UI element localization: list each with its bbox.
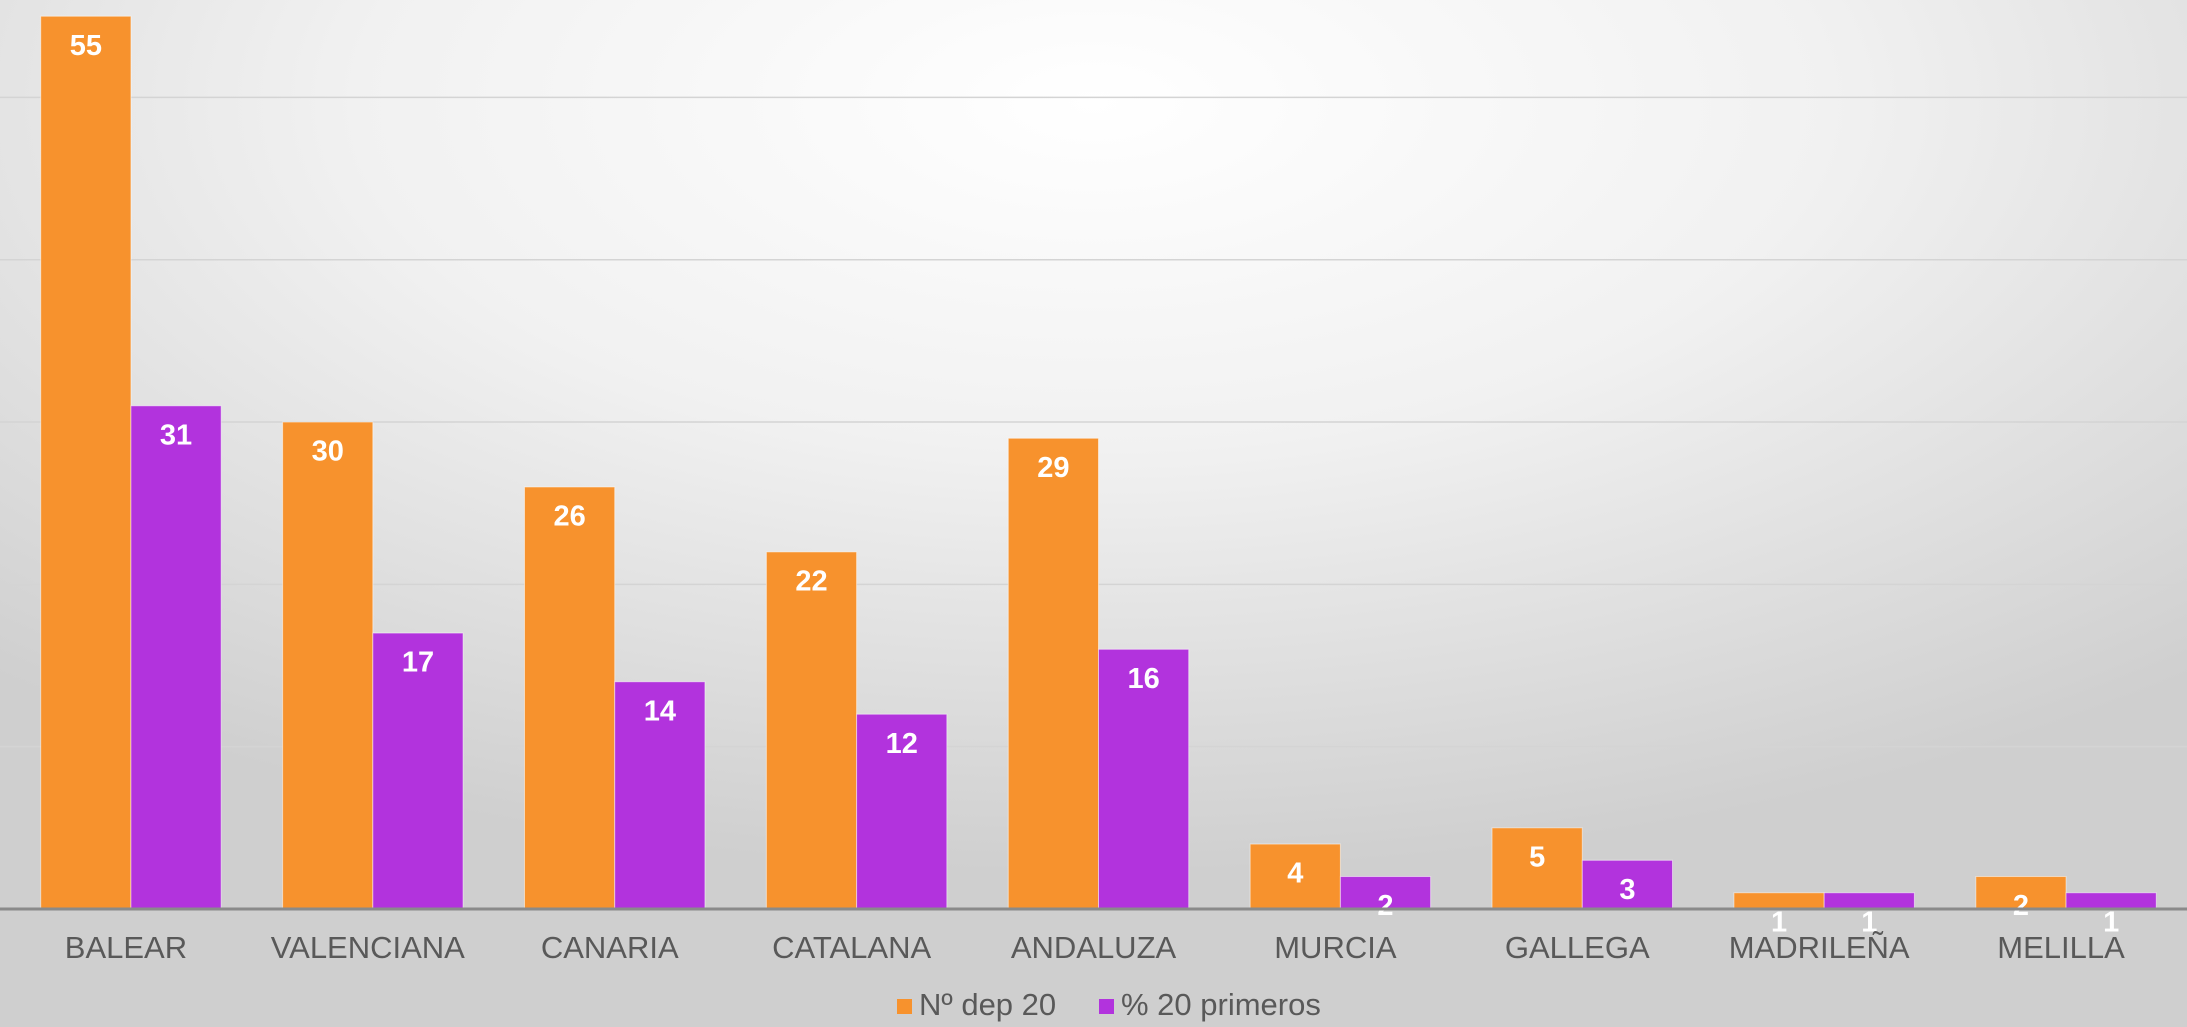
bar [282,421,374,910]
x-tick-label: MELILLA [1997,930,2125,965]
bar [1007,437,1100,910]
x-tick-label: BALEAR [65,930,187,965]
data-label: 12 [886,728,918,760]
data-label: 22 [795,566,827,598]
data-label: 1 [2103,906,2119,938]
bar [372,632,464,910]
data-label: 30 [312,436,344,468]
data-label: 1 [1861,906,1877,938]
data-label: 5 [1529,841,1545,873]
x-tick-label: GALLEGA [1505,930,1650,965]
x-tick-label: MURCIA [1274,930,1397,965]
data-label: 2 [1377,890,1393,922]
x-tick-label: VALENCIANA [271,930,465,965]
x-tick-label: CATALANA [772,930,931,965]
data-label: 26 [553,501,585,533]
data-label: 14 [644,695,676,727]
bar [523,486,616,910]
data-label: 17 [402,647,434,679]
bar [1581,859,1674,910]
legend-label: % 20 primeros [1121,987,1321,1022]
bar [40,15,132,910]
data-label: 4 [1287,858,1303,890]
data-label: 55 [70,30,102,62]
bar [1339,876,1432,910]
x-tick-label: MADRILEÑA [1729,930,1910,965]
legend-swatch [897,999,912,1014]
data-label: 16 [1127,663,1159,695]
bar [1491,827,1583,910]
x-tick-label: CANARIA [541,930,679,965]
data-label: 3 [1619,874,1635,906]
legend-swatch [1099,999,1114,1014]
legend-label: Nº dep 20 [919,987,1056,1022]
data-label: 31 [160,419,192,451]
bar [130,405,222,910]
x-tick-label: ANDALUZA [1011,930,1177,965]
data-label: 2 [2013,890,2029,922]
data-label: 29 [1037,452,1069,484]
bar [765,551,858,910]
bar [1975,876,2067,910]
data-label: 1 [1771,906,1787,938]
